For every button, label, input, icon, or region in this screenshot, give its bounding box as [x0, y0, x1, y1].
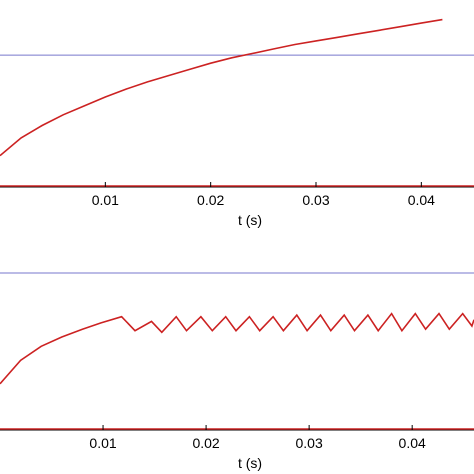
- bottom-series-line-0: [0, 312, 474, 385]
- bottom-x-tick-label-1: 0.02: [192, 435, 219, 451]
- bottom-x-ticks: 0.01 0.02 0.03 0.04: [89, 425, 426, 451]
- bottom-x-tick-label-0: 0.01: [89, 435, 116, 451]
- top-series-group: [0, 18, 443, 157]
- bottom-x-tick-label-2: 0.03: [296, 435, 323, 451]
- top-x-tick-label-1: 0.02: [197, 192, 224, 208]
- bottom-x-tick-label-3: 0.04: [399, 435, 426, 451]
- top-series-line-0: [0, 18, 443, 157]
- top-x-tick-label-0: 0.01: [92, 192, 119, 208]
- bottom-x-axis-label: t (s): [238, 455, 262, 471]
- top-x-ticks: 0.01 0.02 0.03 0.04: [92, 182, 435, 208]
- top-x-axis-label: t (s): [238, 212, 262, 228]
- top-x-tick-label-2: 0.03: [302, 192, 329, 208]
- top-plot-panel: 0.01 0.02 0.03 0.04 t (s): [0, 18, 474, 228]
- bottom-reference-lines: [0, 272, 474, 430]
- top-reference-lines: [0, 54, 474, 187]
- top-x-tick-label-3: 0.04: [408, 192, 435, 208]
- bottom-series-group: [0, 312, 474, 385]
- bottom-plot-panel: 0.01 0.02 0.03 0.04 t (s): [0, 272, 474, 471]
